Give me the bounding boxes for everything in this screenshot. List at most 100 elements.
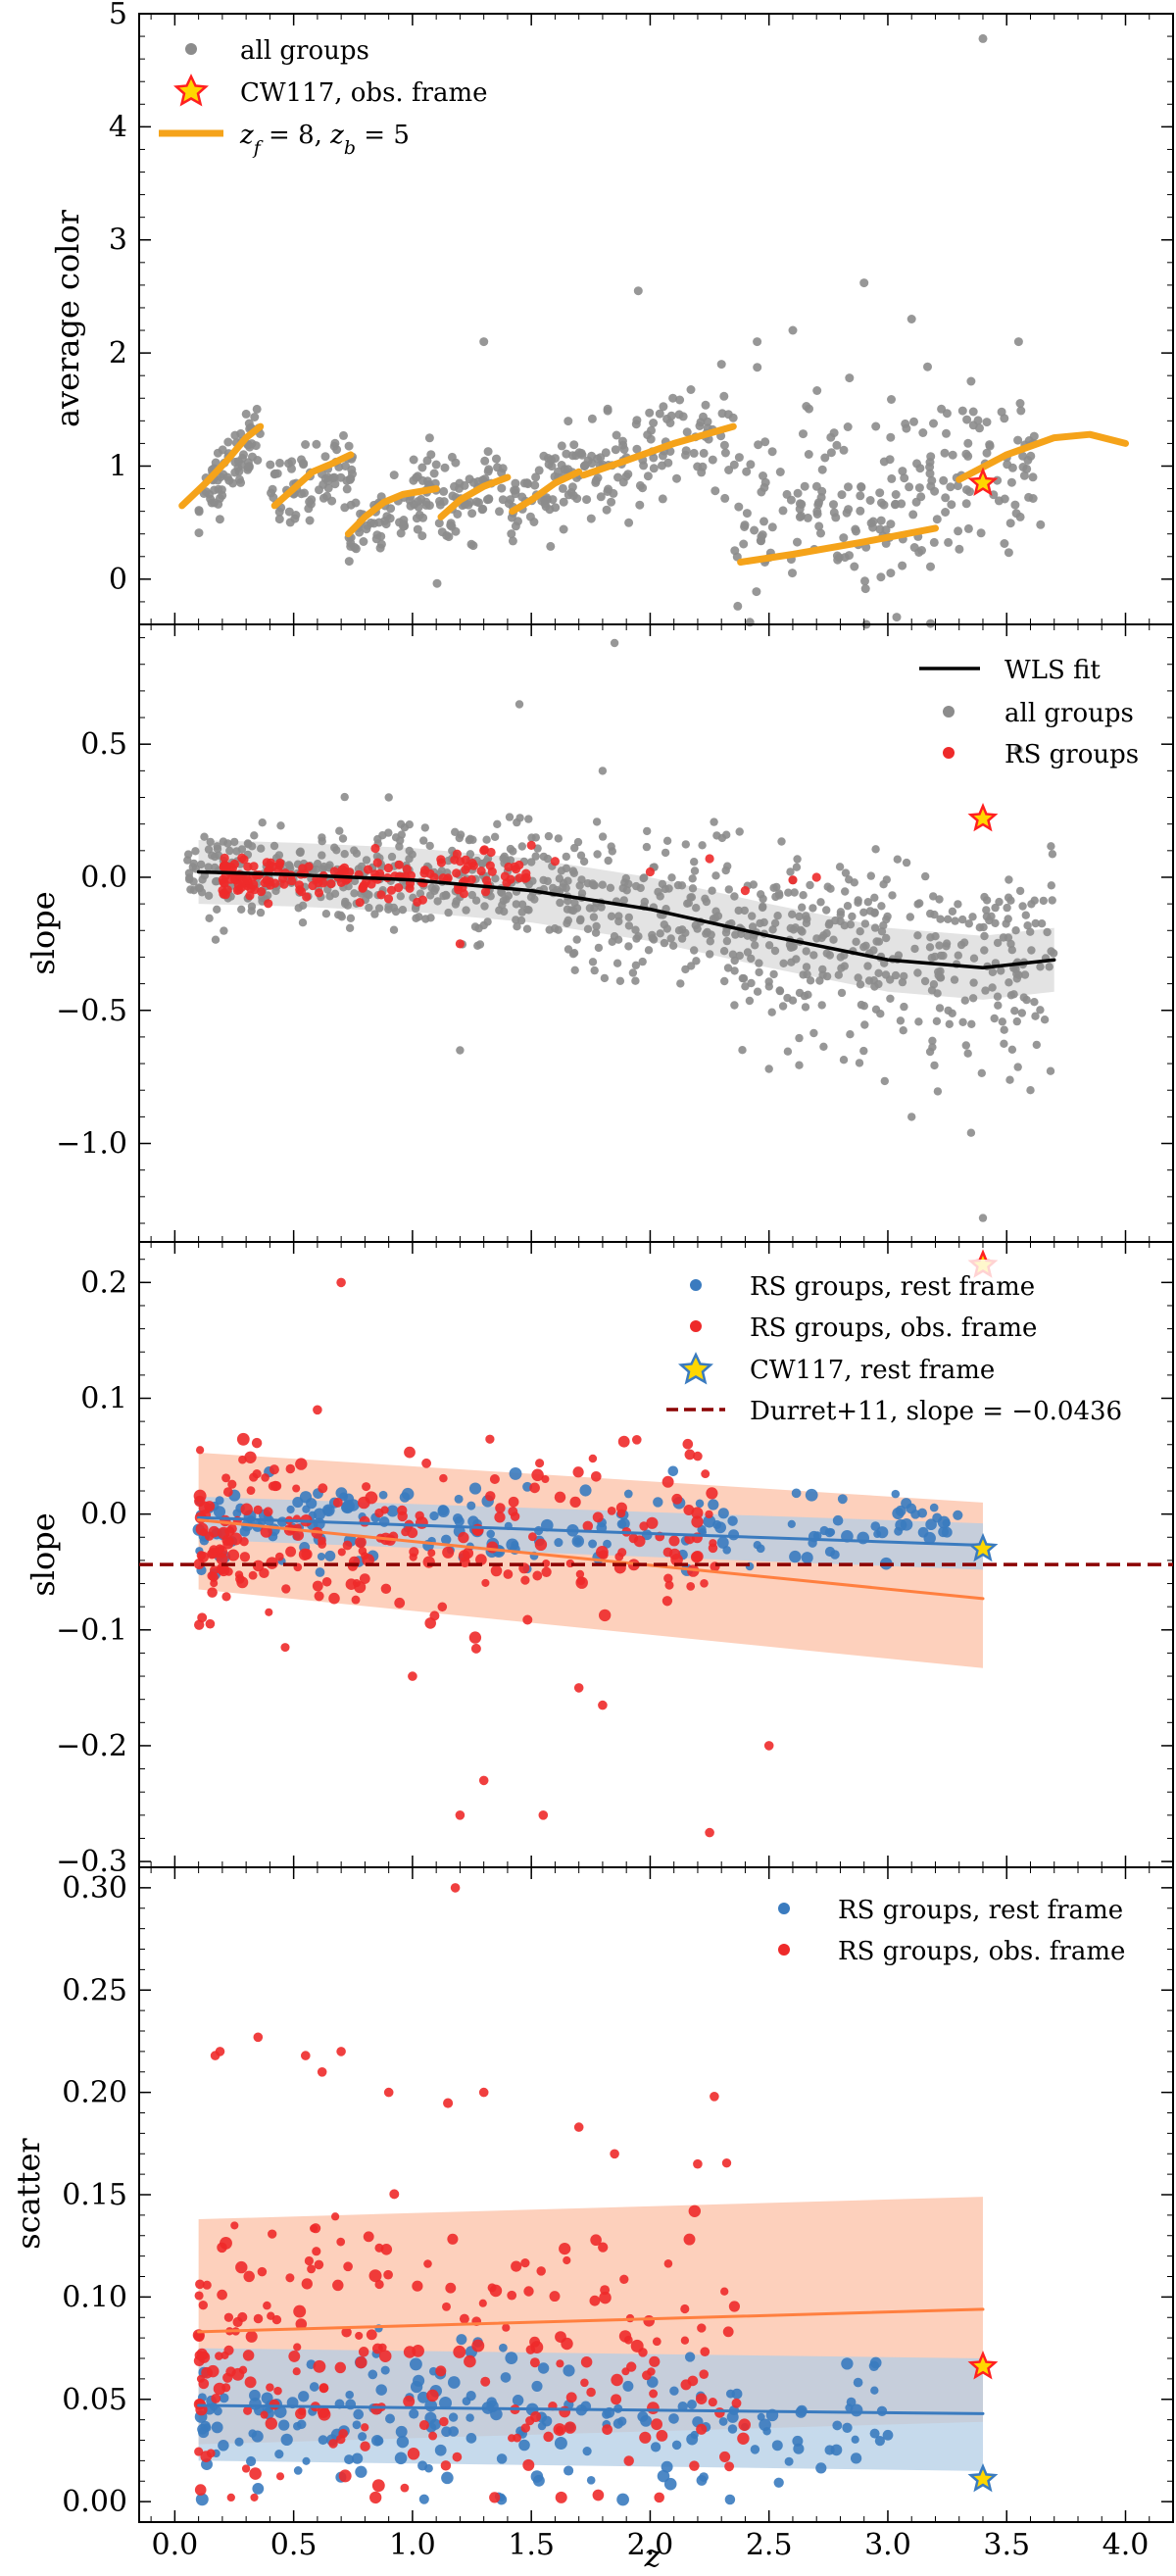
- rest-frame-point: [424, 2463, 433, 2473]
- y-tick-label: −0.3: [56, 1845, 127, 1879]
- all-groups-point: [795, 1033, 804, 1043]
- obs-frame-point: [222, 1487, 233, 1497]
- all-groups-point: [420, 823, 429, 832]
- average-color-point: [517, 492, 527, 502]
- obs-frame-point: [222, 2372, 233, 2383]
- all-groups-point: [995, 897, 1004, 907]
- average-color-point: [1016, 406, 1026, 416]
- obs-frame-fit-line: [197, 1518, 985, 1601]
- obs-frame-outlier: [336, 1277, 346, 1288]
- obs-frame-point: [485, 1491, 496, 1502]
- rest-frame-point: [278, 2419, 290, 2431]
- legend-box-3: [652, 1260, 1161, 1436]
- obs-frame-outlier: [253, 2032, 264, 2043]
- all-groups-point: [860, 1020, 869, 1029]
- average-color-point: [318, 493, 328, 503]
- obs-frame-point: [555, 2491, 567, 2503]
- all-groups-point: [425, 841, 434, 851]
- all-groups-point: [1014, 970, 1023, 979]
- obs-frame-point: [210, 1579, 219, 1588]
- obs-frame-point: [195, 1446, 205, 1455]
- all-groups-point: [898, 977, 907, 987]
- all-groups-point: [396, 892, 405, 901]
- all-groups-point: [735, 827, 744, 836]
- rest-frame-point: [953, 1510, 963, 1520]
- all-groups-point: [318, 851, 326, 860]
- rs-groups-point: [510, 862, 519, 871]
- all-groups-point: [372, 852, 382, 861]
- average-color-point: [898, 561, 907, 570]
- obs-frame-point: [523, 2286, 534, 2297]
- average-color-point: [1015, 399, 1025, 408]
- all-groups-point: [191, 847, 200, 856]
- x-tick-label: 2.0: [627, 2528, 674, 2562]
- all-groups-point: [340, 850, 349, 859]
- legend-rs-obs-label: RS groups, obs. frame: [750, 1313, 1037, 1343]
- rest-frame-point: [830, 1550, 840, 1560]
- obs-frame-point: [407, 2448, 420, 2460]
- average-color-point: [519, 478, 529, 488]
- y-tick-label: 2: [109, 336, 127, 371]
- all-groups-point: [987, 912, 996, 920]
- all-groups-point: [788, 996, 798, 1005]
- obs-frame-point: [623, 2455, 634, 2466]
- all-groups-point: [835, 863, 845, 871]
- rest-frame-point: [582, 2447, 592, 2456]
- all-groups-point: [865, 907, 875, 916]
- rest-frame-point: [218, 2440, 229, 2452]
- obs-frame-point: [341, 2327, 352, 2338]
- obs-frame-point: [696, 2423, 708, 2435]
- average-color-point: [1013, 435, 1023, 445]
- average-color-point: [567, 482, 577, 492]
- rest-frame-point: [318, 2435, 328, 2446]
- rest-frame-point: [684, 2352, 696, 2362]
- obs-frame-point: [695, 2393, 708, 2404]
- average-color-point: [507, 529, 516, 539]
- rest-frame-point: [486, 2400, 499, 2413]
- average-color-point: [607, 497, 616, 507]
- obs-frame-point: [400, 2483, 410, 2493]
- all-groups-point: [793, 855, 802, 864]
- rs-groups-point: [386, 885, 397, 895]
- average-color-outlier: [1013, 337, 1023, 347]
- rest-frame-point: [378, 1490, 388, 1500]
- rest-frame-point: [261, 2392, 273, 2404]
- average-color-point: [814, 521, 824, 531]
- average-color-point: [856, 506, 865, 516]
- average-color-point: [689, 448, 699, 458]
- model-track-line: [344, 485, 440, 538]
- obs-frame-point: [442, 2302, 451, 2311]
- obs-frame-point: [421, 1458, 432, 1468]
- average-color-point: [635, 500, 645, 510]
- all-groups-point: [831, 916, 840, 925]
- average-color-point: [1004, 548, 1013, 558]
- all-groups-point: [857, 1000, 866, 1010]
- all-groups-point: [384, 905, 393, 914]
- average-color-point: [961, 499, 971, 509]
- rs-groups-point: [476, 867, 486, 876]
- all-groups-point: [477, 860, 487, 868]
- obs-frame-point: [553, 2423, 566, 2437]
- all-groups-point: [493, 819, 502, 828]
- average-color-outlier: [966, 376, 976, 386]
- all-groups-point: [512, 900, 520, 909]
- average-color-point: [826, 432, 836, 442]
- rs-groups-point: [243, 862, 253, 871]
- rest-frame-point: [211, 2421, 223, 2434]
- all-groups-outlier: [598, 767, 608, 775]
- rs-groups-point: [500, 871, 510, 881]
- average-color-point: [511, 478, 520, 488]
- obs-frame-point: [532, 1570, 543, 1581]
- average-color-point: [342, 484, 352, 494]
- obs-frame-point: [197, 1612, 208, 1623]
- average-color-point: [829, 500, 838, 510]
- rs-groups-point: [413, 897, 422, 907]
- obs-frame-point: [301, 2278, 313, 2290]
- all-groups-point: [708, 886, 716, 895]
- obs-frame-point: [559, 2242, 571, 2255]
- average-color-point: [803, 513, 812, 522]
- obs-frame-point: [389, 2189, 400, 2200]
- y-tick-label: 4: [109, 110, 127, 144]
- all-groups-point: [624, 921, 634, 930]
